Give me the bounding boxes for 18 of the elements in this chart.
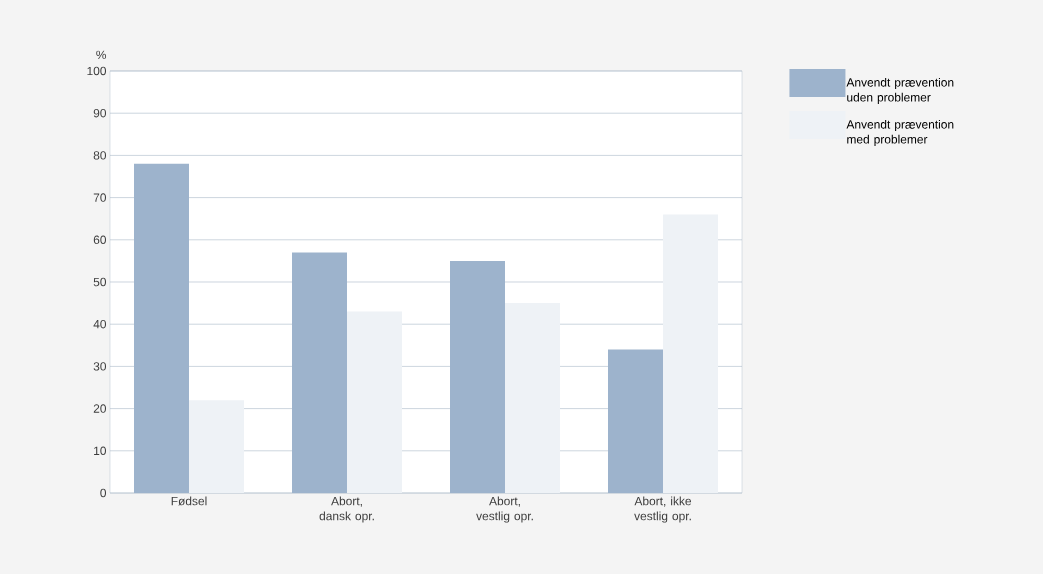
y-tick-label: 20 <box>93 404 107 413</box>
y-tick-label: 90 <box>93 108 107 118</box>
y-tick-label: 70 <box>93 193 107 202</box>
y-tick-label: 60 <box>93 235 107 245</box>
x-tick-label: Fødsel <box>171 496 207 506</box>
legend-label: Anvendt prævention med problemer <box>846 119 954 146</box>
y-tick-label: 50 <box>93 277 107 287</box>
y-axis-title: % <box>96 50 107 60</box>
y-tick-label: 80 <box>93 151 107 160</box>
x-tick-label: Abort, ikke vestlig opr. <box>634 496 692 523</box>
x-tick-label: Abort, dansk opr. <box>319 496 374 523</box>
y-tick-label: 0 <box>100 488 107 498</box>
y-tick-label: 10 <box>94 446 107 456</box>
y-tick-label: 100 <box>87 66 107 76</box>
y-tick-label: 30 <box>93 362 107 371</box>
y-tick-label: 40 <box>93 319 107 329</box>
legend-label: Anvendt prævention uden problemer <box>846 77 954 104</box>
x-tick-label: Abort, vestlig opr. <box>476 496 533 523</box>
